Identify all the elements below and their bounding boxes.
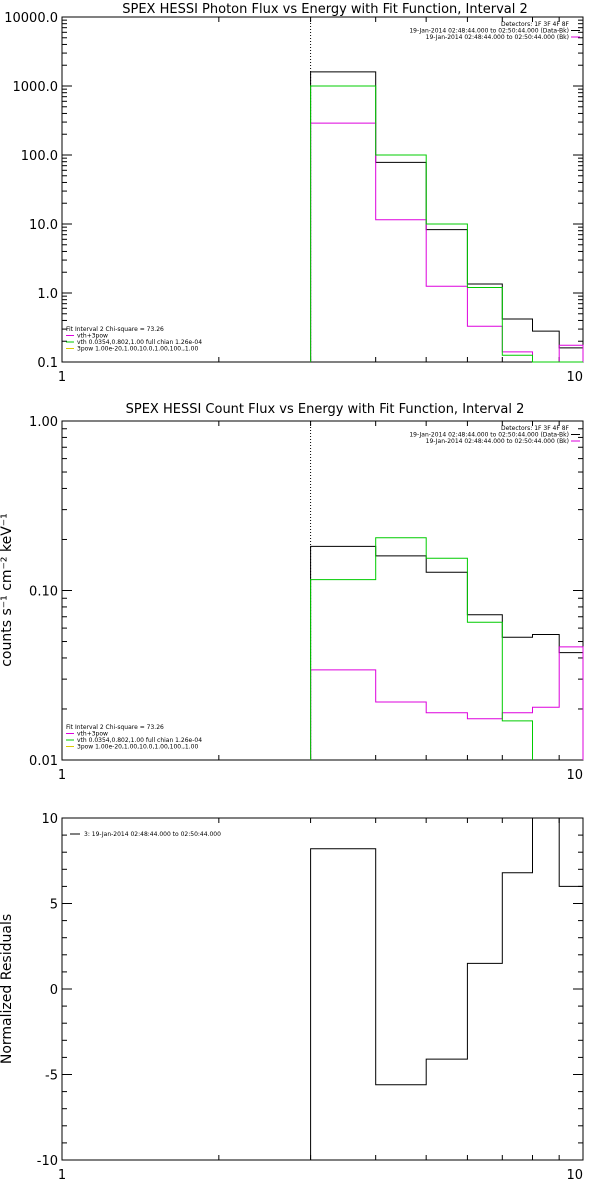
residuals-y-tick-label: 0	[50, 983, 58, 998]
photon-flux-series	[310, 17, 584, 363]
photon-flux-legend-bottom-left-entry: 3pow 1.00e-20,1.00,10.0,1.00,100.,1.00	[77, 346, 198, 353]
count-flux-series-line-2	[310, 537, 533, 760]
photon-flux-legend-bottom-left: Fit Interval 2 Chi-square = 73.26vth+3po…	[66, 326, 202, 353]
photon-flux-legend-bottom-left-entry: vth+3pow	[77, 333, 108, 340]
photon-flux-y-tick-label: 1000.0	[13, 80, 59, 95]
photon-flux-y-tick-label: 10.0	[29, 218, 58, 233]
photon-flux-series-line-2	[310, 85, 583, 363]
photon-flux-y-tick-label: 0.1	[37, 356, 58, 371]
count-flux-x-tick-label: 10	[566, 768, 583, 783]
photon-flux-y-tick-label: 10000.0	[4, 11, 58, 26]
count-flux-legend-top-right-entry: 19-Jan-2014 02:48:44.000 to 02:50:44.000…	[409, 432, 569, 439]
residuals-panel: Normalized Residuals -10 -5 0 5 10 1 10 3: 19…	[0, 812, 584, 1183]
count-flux-legend-top-right-entry: Detectors: 1F 3F 4F 8F	[501, 425, 570, 432]
count-flux-y-tick-label: 0.01	[29, 754, 58, 769]
residuals-y-tick-label: -5	[45, 1069, 58, 1084]
count-flux-series	[310, 421, 584, 760]
count-flux-y-ticks: 0.01 0.10 1.00	[29, 415, 583, 769]
photon-flux-legend-top-right-entry: Detectors: 1F 3F 4F 8F	[501, 21, 570, 28]
photon-flux-y-tick-label: 1.0	[37, 287, 58, 302]
photon-flux-series-line-1	[310, 122, 584, 363]
count-flux-y-tick-label: 1.00	[29, 415, 58, 430]
residuals-y-tick-label: -10	[37, 1154, 58, 1169]
count-flux-legend-bottom-left: Fit Interval 2 Chi-square = 73.26vth+3po…	[66, 724, 202, 751]
photon-flux-legend-top-right-entry: 19-Jan-2014 02:48:44.000 to 02:50:44.000…	[409, 28, 569, 35]
photon-flux-legend-bottom-left-entry: vth 0.0354,0.802,1.00 full chian 1.26e-0…	[77, 339, 202, 346]
count-flux-legend-bottom-left-entry: vth 0.0354,0.802,1.00 full chian 1.26e-0…	[77, 737, 202, 744]
count-flux-legend-top-right-entry: 19-Jan-2014 02:48:44.000 to 02:50:44.000…	[426, 438, 569, 445]
count-flux-legend-bottom-left-entry: 3pow 1.00e-20,1.00,10.0,1.00,100.,1.00	[77, 744, 198, 751]
photon-flux-y-ticks: 0.1 1.0 10.0 100.0 1000.0 10000.0	[4, 11, 583, 371]
photon-flux-x-tick-label: 1	[58, 370, 66, 385]
count-flux-series-line-1	[310, 646, 584, 760]
residuals-series-line-0	[310, 817, 584, 1160]
residuals-y-axis-label: Normalized Residuals	[0, 914, 15, 1064]
residuals-x-tick-label: 1	[58, 1168, 66, 1183]
residuals-x-tick-label: 10	[566, 1168, 583, 1183]
photon-flux-panel: SPEX HESSI Photon Flux vs Energy with Fi…	[4, 2, 584, 385]
photon-flux-x-tick-label: 10	[566, 370, 583, 385]
photon-flux-y-tick-label: 100.0	[21, 149, 58, 164]
count-flux-legend-bottom-left-entry: vth+3pow	[77, 731, 108, 738]
residuals-x-ticks: 1 10	[58, 818, 583, 1183]
photon-flux-legend-top-right-entry: 19-Jan-2014 02:48:44.000 to 02:50:44.000…	[426, 34, 569, 41]
residuals-legend-top-left: 3: 19-Jan-2014 02:48:44.000 to 02:50:44.…	[70, 831, 221, 838]
photon-flux-legend-bottom-left-entry: Fit Interval 2 Chi-square = 73.26	[66, 326, 164, 333]
count-flux-x-ticks: 1 10	[58, 421, 583, 783]
residuals-y-tick-label: 10	[41, 812, 58, 827]
count-flux-legend-bottom-left-entry: Fit Interval 2 Chi-square = 73.26	[66, 724, 164, 731]
residuals-legend-top-left-entry: 3: 19-Jan-2014 02:48:44.000 to 02:50:44.…	[84, 831, 221, 838]
residuals-y-tick-label: 5	[50, 898, 58, 913]
count-flux-y-axis-label: counts s⁻¹ cm⁻² keV⁻¹	[0, 513, 15, 667]
count-flux-panel: SPEX HESSI Count Flux vs Energy with Fit…	[0, 402, 584, 783]
count-flux-y-tick-label: 0.10	[29, 585, 58, 600]
count-flux-x-tick-label: 1	[58, 768, 66, 783]
residuals-series	[310, 817, 584, 1160]
residuals-y-ticks: -10 -5 0 5 10	[37, 812, 583, 1169]
count-flux-title: SPEX HESSI Count Flux vs Energy with Fit…	[126, 402, 525, 417]
photon-flux-title: SPEX HESSI Photon Flux vs Energy with Fi…	[122, 2, 528, 17]
photon-flux-plot-frame	[61, 16, 584, 363]
